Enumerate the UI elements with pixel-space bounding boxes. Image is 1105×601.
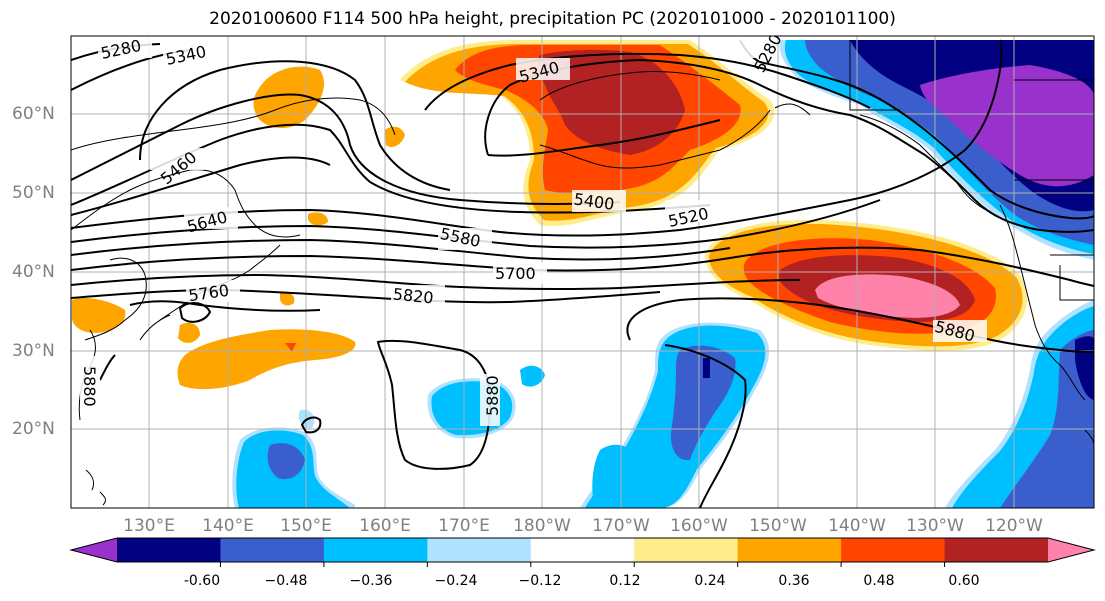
colorbar-segment [944, 538, 1049, 562]
contour-label: 5820 [392, 284, 434, 307]
colorbar-segment [323, 538, 428, 562]
positive-anomaly-subtropical [72, 212, 356, 390]
lon-label: 170°W [592, 516, 650, 536]
colorbar-label: −0.24 [434, 573, 478, 589]
lon-label: 170°E [438, 516, 490, 536]
lon-label: 160°W [670, 516, 728, 536]
colorbar-segment [427, 538, 532, 562]
colorbar-segment [117, 538, 221, 562]
colorbar-label: −0.48 [264, 573, 308, 589]
lon-label: 160°E [359, 516, 411, 536]
contour-label: 5880 [80, 366, 99, 407]
lat-label: 40°N [12, 262, 55, 282]
lon-label: 140°E [202, 516, 254, 536]
colorbar-label: −0.36 [349, 573, 393, 589]
lon-label: 180°W [513, 516, 571, 536]
colorbar-label: −0.12 [518, 573, 562, 589]
colorbar-label: 0.12 [609, 573, 641, 589]
contour-label: 5700 [495, 264, 536, 283]
colorbar-label: 0.48 [863, 573, 895, 589]
lon-label: 130°W [906, 516, 964, 536]
lon-label: 120°W [985, 516, 1043, 536]
map-title: 2020100600 F114 500 hPa height, precipit… [209, 9, 896, 29]
colorbar-segment [530, 538, 635, 562]
height-contours [71, 39, 1094, 508]
negative-anomaly-plume [580, 322, 770, 508]
colorbar-label: 0.36 [778, 573, 810, 589]
lon-label: 150°E [280, 516, 332, 536]
colorbar-extend-min [71, 538, 117, 562]
colorbar-label: -0.60 [183, 573, 221, 589]
colorbar-extend-max [1048, 538, 1094, 562]
lat-label: 20°N [12, 419, 55, 439]
contour-label: 5880 [483, 375, 502, 416]
colorbar-segment [737, 538, 842, 562]
lat-label: 50°N [12, 183, 55, 203]
colorbar-segment [220, 538, 325, 562]
colorbar-label: 0.24 [694, 573, 726, 589]
colorbar-label: 0.60 [948, 573, 980, 589]
lat-label: 30°N [12, 341, 55, 361]
lon-label: 140°W [828, 516, 886, 536]
lat-label: 60°N [12, 104, 55, 124]
lon-label: 130°E [123, 516, 175, 536]
colorbar-segment [841, 538, 946, 562]
positive-anomaly-bering [400, 40, 775, 227]
negative-anomaly-southwest [232, 409, 355, 508]
lon-label: 150°W [749, 516, 807, 536]
colorbar [69, 537, 1096, 567]
colorbar-segment [634, 538, 739, 562]
